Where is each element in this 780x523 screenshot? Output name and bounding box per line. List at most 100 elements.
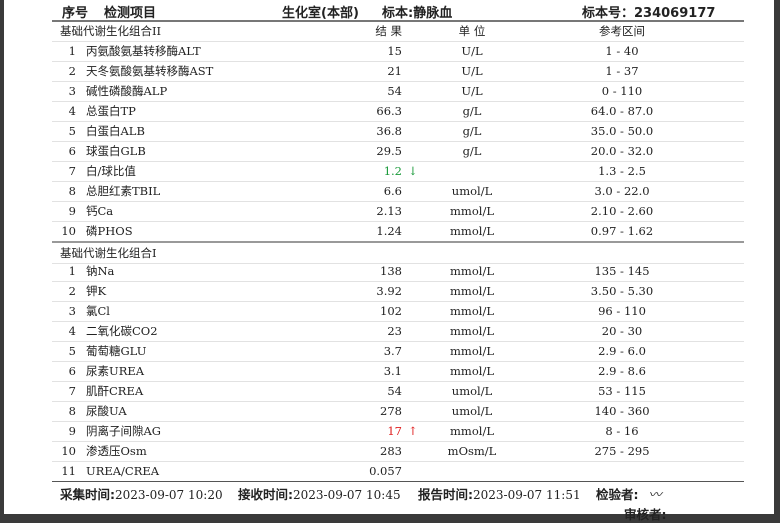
test-name: 白蛋白ALB (86, 124, 145, 138)
test-name: 氯Cl (86, 304, 110, 318)
table-row: 5 葡萄糖GLU 3.7 mmol/L 2.9 - 6.0 (52, 341, 744, 362)
table-row: 8 总胆红素TBIL 6.6 umol/L 3.0 - 22.0 (52, 181, 744, 202)
row-no: 5 (68, 124, 76, 138)
unit: mmol/L (450, 344, 494, 358)
reference-range: 96 - 110 (598, 304, 646, 318)
unit: mOsm/L (447, 444, 497, 458)
table-row: 10 磷PHOS 1.24 mmol/L 0.97 - 1.62 (52, 221, 744, 242)
signature-image: 〰 (648, 488, 662, 503)
result-value: 54 (387, 84, 402, 98)
row-no: 4 (68, 324, 76, 338)
header-specimen: 标本:静脉血 (382, 6, 453, 21)
result-value: 15 (387, 44, 402, 58)
unit: mmol/L (450, 204, 494, 218)
table-row: 8 尿酸UA 278 umol/L 140 - 360 (52, 401, 744, 422)
row-no: 3 (68, 84, 76, 98)
col-result: 结 果 (375, 24, 402, 38)
test-name: 丙氨酸氨基转移酶ALT (86, 44, 201, 58)
header-divider (52, 20, 744, 22)
table-row: 2 天冬氨酸氨基转移酶AST 21 U/L 1 - 37 (52, 61, 744, 82)
test-name: 尿酸UA (86, 404, 127, 418)
reference-range: 0 - 110 (601, 84, 643, 98)
test-name: 钠Na (86, 264, 115, 278)
row-no: 8 (68, 404, 76, 418)
reference-range: 2.9 - 6.0 (598, 344, 646, 358)
reference-range: 0.97 - 1.62 (590, 224, 654, 238)
unit: g/L (462, 124, 482, 138)
test-name: 磷PHOS (86, 224, 133, 238)
test-name: 总蛋白TP (86, 104, 136, 118)
table-row: 6 尿素UREA 3.1 mmol/L 2.9 - 8.6 (52, 361, 744, 382)
row-no: 6 (68, 144, 76, 158)
table-row: 9 钙Ca 2.13 mmol/L 2.10 - 2.60 (52, 201, 744, 222)
row-no: 10 (61, 224, 76, 238)
result-value: 138 (380, 264, 402, 278)
test-name: 二氧化碳CO2 (86, 324, 158, 338)
row-no: 1 (68, 44, 76, 58)
result-value: 21 (387, 64, 402, 78)
row-no: 9 (68, 424, 76, 438)
result-value: 1.2 (383, 164, 402, 178)
test-name: 球蛋白GLB (86, 144, 146, 158)
table-row: 4 总蛋白TP 66.3 g/L 64.0 - 87.0 (52, 101, 744, 122)
table-row: 6 球蛋白GLB 29.5 g/L 20.0 - 32.0 (52, 141, 744, 162)
unit: umol/L (451, 404, 493, 418)
header-seq: 序号 (62, 6, 89, 21)
table-row: 4 二氧化碳CO2 23 mmol/L 20 - 30 (52, 321, 744, 342)
reference-range: 135 - 145 (594, 264, 650, 278)
test-name: 钙Ca (86, 204, 114, 218)
reference-range: 1.3 - 2.5 (598, 164, 646, 178)
table-row: 1 钠Na 138 mmol/L 135 - 145 (52, 261, 744, 282)
unit: mmol/L (450, 284, 494, 298)
result-value: 17 (387, 424, 402, 438)
reference-range: 2.10 - 2.60 (590, 204, 654, 218)
section-header: 基础代谢生化组合I (52, 241, 744, 264)
row-no: 7 (68, 164, 76, 178)
header-specimen-no: 标本号：234069177 (582, 6, 716, 21)
flag-icon: ↑ (408, 424, 418, 438)
unit: g/L (462, 144, 482, 158)
result-value: 0.057 (369, 464, 402, 478)
test-name: 天冬氨酸氨基转移酶AST (86, 64, 214, 78)
header-item: 检测项目 (104, 6, 157, 21)
test-name: 渗透压Osm (86, 444, 147, 458)
col-unit: 单 位 (458, 24, 486, 38)
test-name: 肌酐CREA (86, 384, 144, 398)
section-header: 基础代谢生化组合II 结 果 单 位 参考区间 (52, 21, 744, 42)
result-value: 29.5 (376, 144, 402, 158)
result-value: 54 (387, 384, 402, 398)
result-value: 3.1 (383, 364, 402, 378)
table-row: 3 碱性磷酸酶ALP 54 U/L 0 - 110 (52, 81, 744, 102)
test-name: UREA/CREA (86, 464, 160, 478)
result-value: 1.24 (376, 224, 402, 238)
unit: mmol/L (450, 264, 494, 278)
unit: g/L (462, 104, 482, 118)
table-row: 11 UREA/CREA 0.057 (52, 461, 744, 482)
reference-range: 53 - 115 (598, 384, 646, 398)
table-row: 1 丙氨酸氨基转移酶ALT 15 U/L 1 - 40 (52, 41, 744, 62)
result-value: 2.13 (376, 204, 402, 218)
unit: mmol/L (450, 304, 494, 318)
result-value: 3.92 (376, 284, 402, 298)
row-no: 8 (68, 184, 76, 198)
reference-range: 35.0 - 50.0 (590, 124, 654, 138)
unit: U/L (461, 64, 483, 78)
row-no: 5 (68, 344, 76, 358)
collect-time: 采集时间:2023-09-07 10:20 (60, 487, 223, 502)
row-no: 9 (68, 204, 76, 218)
result-value: 283 (380, 444, 402, 458)
section-title: 基础代谢生化组合I (60, 246, 157, 260)
reference-range: 8 - 16 (605, 424, 639, 438)
row-no: 4 (68, 104, 76, 118)
table-row: 7 肌酐CREA 54 umol/L 53 - 115 (52, 381, 744, 402)
table-row: 2 钾K 3.92 mmol/L 3.50 - 5.30 (52, 281, 744, 302)
unit: umol/L (451, 184, 493, 198)
reference-range: 64.0 - 87.0 (590, 104, 654, 118)
table-row: 9 阴离子间隙AG 17 ↑ mmol/L 8 - 16 (52, 421, 744, 442)
section-title: 基础代谢生化组合II (60, 24, 162, 38)
header-dept: 生化室(本部) (282, 6, 359, 21)
unit: mmol/L (450, 224, 494, 238)
row-no: 11 (61, 464, 76, 478)
table-row: 3 氯Cl 102 mmol/L 96 - 110 (52, 301, 744, 322)
test-name: 葡萄糖GLU (86, 344, 147, 358)
